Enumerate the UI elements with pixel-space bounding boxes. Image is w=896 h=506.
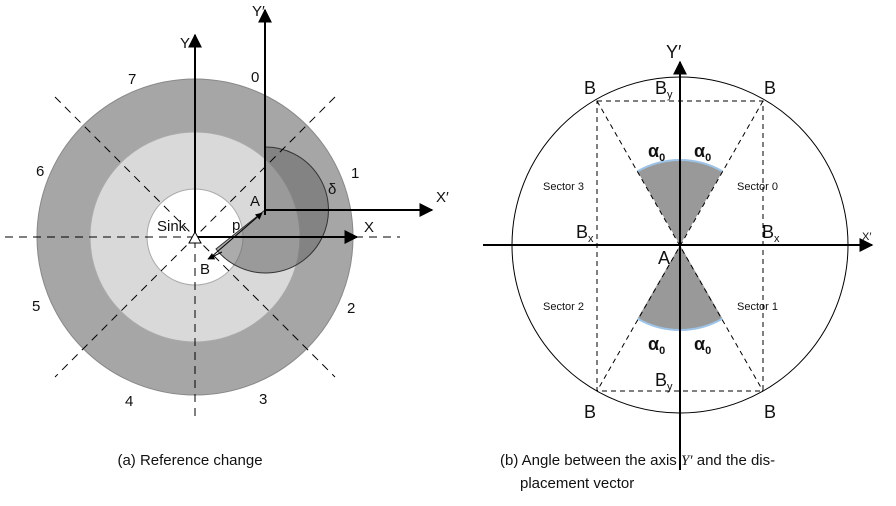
- corner-label: B: [764, 402, 776, 422]
- delta-label: δ: [328, 181, 336, 198]
- a-label: A: [658, 248, 670, 268]
- bx-label: Bx: [762, 222, 780, 245]
- sector-label: Sector 0: [737, 181, 778, 193]
- y-prime-label: Y′: [666, 42, 682, 62]
- p-label: p: [232, 217, 240, 234]
- x-prime-label: X′: [862, 231, 871, 243]
- sector-label: Sector 2: [543, 301, 584, 313]
- by-label: By: [655, 370, 673, 393]
- a-label: A: [250, 193, 260, 210]
- sector-label: Sector 1: [737, 301, 778, 313]
- x-label: X: [364, 219, 374, 236]
- caption: placement vector: [520, 475, 634, 492]
- sector-label: 4: [125, 393, 133, 410]
- figure-a: Y X Y′ X′ 0 1 2 3 4 5 6 7 Sink A B p δ (…: [5, 3, 449, 469]
- x-prime-label: X′: [436, 189, 449, 206]
- sink-label: Sink: [157, 218, 187, 235]
- figure-b: Y′ X′ B B B B By By Bx Bx α0 α0 α0 α0 Se…: [483, 42, 874, 492]
- sector-label: 6: [36, 163, 44, 180]
- alpha-label: α0: [648, 334, 665, 357]
- sector-label: 5: [32, 298, 40, 315]
- caption: (b) Angle between the axis Y′ and the di…: [500, 452, 775, 469]
- corner-label: B: [584, 78, 596, 98]
- corner-label: B: [584, 402, 596, 422]
- sector-label: 7: [128, 71, 136, 88]
- sector-label: 1: [351, 165, 359, 182]
- y-label: Y: [180, 35, 190, 52]
- alpha-label: α0: [694, 141, 711, 164]
- sector-label: 0: [251, 69, 259, 86]
- sink-icon: [188, 230, 202, 244]
- alpha-label: α0: [694, 334, 711, 357]
- caption: (a) Reference change: [117, 452, 262, 469]
- displacement: [209, 212, 263, 259]
- sector-label: 2: [347, 300, 355, 317]
- b-label: B: [200, 261, 210, 278]
- bx-label: Bx: [576, 222, 594, 245]
- alpha-label: α0: [648, 141, 665, 164]
- by-label: By: [655, 78, 673, 101]
- y-prime-label: Y′: [252, 3, 265, 20]
- b-arrow: [207, 251, 223, 260]
- sector-label: Sector 3: [543, 181, 584, 193]
- corner-label: B: [764, 78, 776, 98]
- sector-label: 3: [259, 391, 267, 408]
